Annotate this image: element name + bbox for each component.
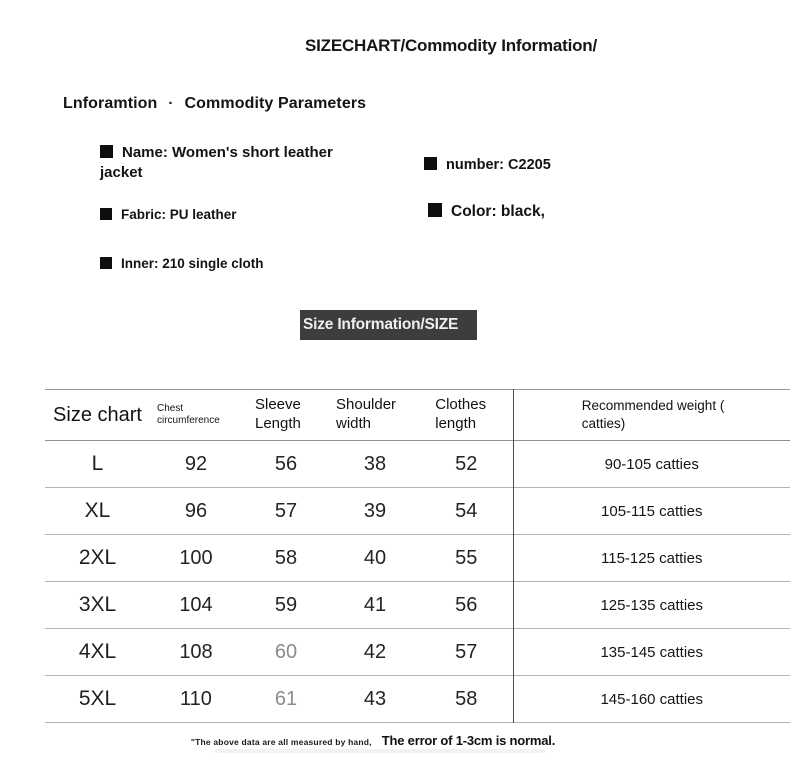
weight-cell: 135-145 catties: [512, 628, 790, 676]
col-header-chest: Chest circumference: [157, 403, 220, 426]
page-title: SIZECHART/Commodity Information/: [304, 36, 598, 55]
param-inner: Inner: 210 single cloth: [100, 255, 264, 273]
sleeve-cell: 61: [274, 687, 298, 710]
size-cell: 3XL: [78, 593, 117, 616]
weight-cell: 105-115 catties: [512, 487, 790, 535]
sleeve-cell: 56: [274, 452, 298, 475]
weight-cell: 90-105 catties: [512, 440, 790, 488]
size-chart-table: Size chart Chest circumference Sleeve Le…: [45, 389, 790, 723]
chest-cell: 110: [180, 687, 212, 710]
chest-cell: 108: [179, 640, 213, 663]
size-information-banner: Size Information/SIZE: [300, 310, 477, 340]
sleeve-cell: 59: [274, 593, 298, 616]
col-header-weight: Recommended weight ( catties): [512, 389, 790, 441]
clothes-cell: 57: [455, 640, 478, 663]
param-inner-label: Inner: 210 single cloth: [121, 256, 264, 271]
param-fabric: Fabric: PU leather: [100, 206, 237, 224]
shoulder-cell: 38: [363, 452, 387, 475]
bullet-square-icon: [100, 257, 112, 269]
bullet-square-icon: [100, 145, 113, 158]
size-cell: 2XL: [78, 546, 117, 569]
measurement-note-large: The error of 1-3cm is normal.: [381, 733, 556, 748]
table-header-row: Size chart Chest circumference Sleeve Le…: [45, 389, 790, 441]
col-header-shoulder: Shoulder width: [336, 396, 397, 432]
chest-cell: 100: [179, 546, 213, 569]
clothes-cell: 58: [455, 687, 478, 710]
bullet-square-icon: [424, 157, 437, 170]
sleeve-cell: 60: [274, 640, 298, 663]
measurement-note: "The above data are all measured by hand…: [0, 733, 790, 748]
dot-separator: ·: [168, 95, 174, 112]
param-number: number: C2205: [424, 156, 551, 176]
clothes-cell: 56: [455, 593, 478, 616]
param-color-label: Color: black,: [451, 203, 545, 220]
col-header-clothes: Clothes length: [435, 396, 487, 432]
weight-cell: 115-125 catties: [512, 534, 790, 582]
shoulder-cell: 40: [363, 546, 387, 569]
table-row-2xl: 2XL 100 58 40 55 115-125 catties: [45, 534, 790, 582]
chest-cell: 92: [184, 452, 208, 475]
sleeve-cell: 58: [274, 546, 298, 569]
table-row-4xl: 4XL 108 60 42 57 135-145 catties: [45, 628, 790, 676]
bullet-square-icon: [428, 203, 442, 217]
measurement-note-small: "The above data are all measured by hand…: [190, 737, 372, 747]
shoulder-cell: 39: [363, 499, 387, 522]
clothes-cell: 54: [455, 499, 478, 522]
section-header: Lnforamtion · Commodity Parameters: [63, 95, 366, 113]
faded-watermark: [215, 749, 545, 753]
chest-cell: 96: [184, 499, 208, 522]
size-cell: L: [91, 452, 104, 475]
param-number-label: number: C2205: [446, 157, 551, 173]
param-name-label: Name: Women's short leather jacket: [100, 144, 333, 182]
section-header-right: Commodity Parameters: [184, 95, 367, 112]
shoulder-cell: 41: [363, 593, 387, 616]
col-header-sleeve: Sleeve Length: [255, 396, 301, 432]
size-cell: 4XL: [78, 640, 117, 663]
clothes-cell: 55: [455, 546, 478, 569]
chest-cell: 104: [179, 593, 213, 616]
table-row-3xl: 3XL 104 59 41 56 125-135 catties: [45, 581, 790, 629]
weight-cell: 145-160 catties: [512, 675, 790, 723]
col-header-size-chart: Size chart: [53, 403, 142, 426]
table-row-5xl: 5XL 110 61 43 58 145-160 catties: [45, 675, 790, 723]
section-header-left: Lnforamtion: [63, 95, 158, 112]
size-cell: XL: [84, 499, 111, 522]
shoulder-cell: 43: [363, 687, 387, 710]
size-cell: 5XL: [78, 687, 117, 710]
table-row-xl: XL 96 57 39 54 105-115 catties: [45, 487, 790, 535]
table-row-l: L 92 56 38 52 90-105 catties: [45, 440, 790, 488]
sleeve-cell: 57: [274, 499, 298, 522]
bullet-square-icon: [100, 208, 112, 220]
weight-cell: 125-135 catties: [512, 581, 790, 629]
shoulder-cell: 42: [363, 640, 387, 663]
param-fabric-label: Fabric: PU leather: [121, 207, 237, 222]
clothes-cell: 52: [455, 452, 478, 475]
param-color: Color: black,: [428, 202, 545, 223]
param-name: Name: Women's short leather jacket: [100, 143, 372, 184]
